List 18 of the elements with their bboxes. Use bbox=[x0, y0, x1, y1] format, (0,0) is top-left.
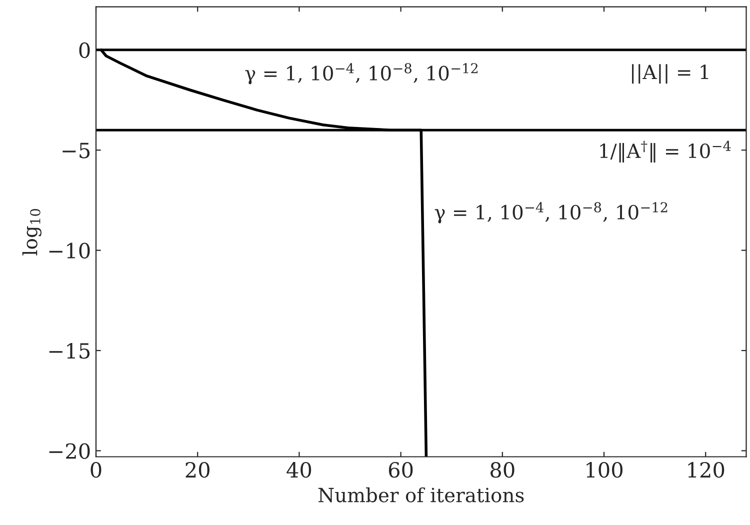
x-tick-label: 60 bbox=[388, 462, 413, 478]
x-tick-label: 80 bbox=[490, 462, 514, 478]
y-tick-label: −20 bbox=[49, 443, 90, 459]
annotation: ||A|| = 1 bbox=[632, 64, 708, 84]
y-tick-label: 0 bbox=[79, 42, 90, 58]
annotation: 1/‖A$^{†}$‖ = 10$^{−4}$ bbox=[600, 140, 731, 162]
x-tick-label: 20 bbox=[186, 462, 210, 478]
x-tick-label: 0 bbox=[90, 462, 102, 478]
y-tick-label: −10 bbox=[49, 242, 90, 259]
y-tick-label: −15 bbox=[49, 342, 90, 359]
x-axis-title: Number of iterations bbox=[318, 487, 524, 502]
annotation: γ = 1, 10$^{−4}$, 10$^{−8}$, 10$^{−12}$ bbox=[245, 63, 478, 84]
x-tick-label: 40 bbox=[286, 462, 312, 478]
annotation: γ = 1, 10$^{−4}$, 10$^{−8}$, 10$^{−12}$ bbox=[434, 202, 668, 224]
x-tick-label: 100 bbox=[586, 462, 623, 478]
y-tick-label: −5 bbox=[62, 142, 90, 158]
x-tick-label: 120 bbox=[688, 462, 724, 478]
y-axis-title: log$_{10}$ bbox=[22, 209, 42, 256]
